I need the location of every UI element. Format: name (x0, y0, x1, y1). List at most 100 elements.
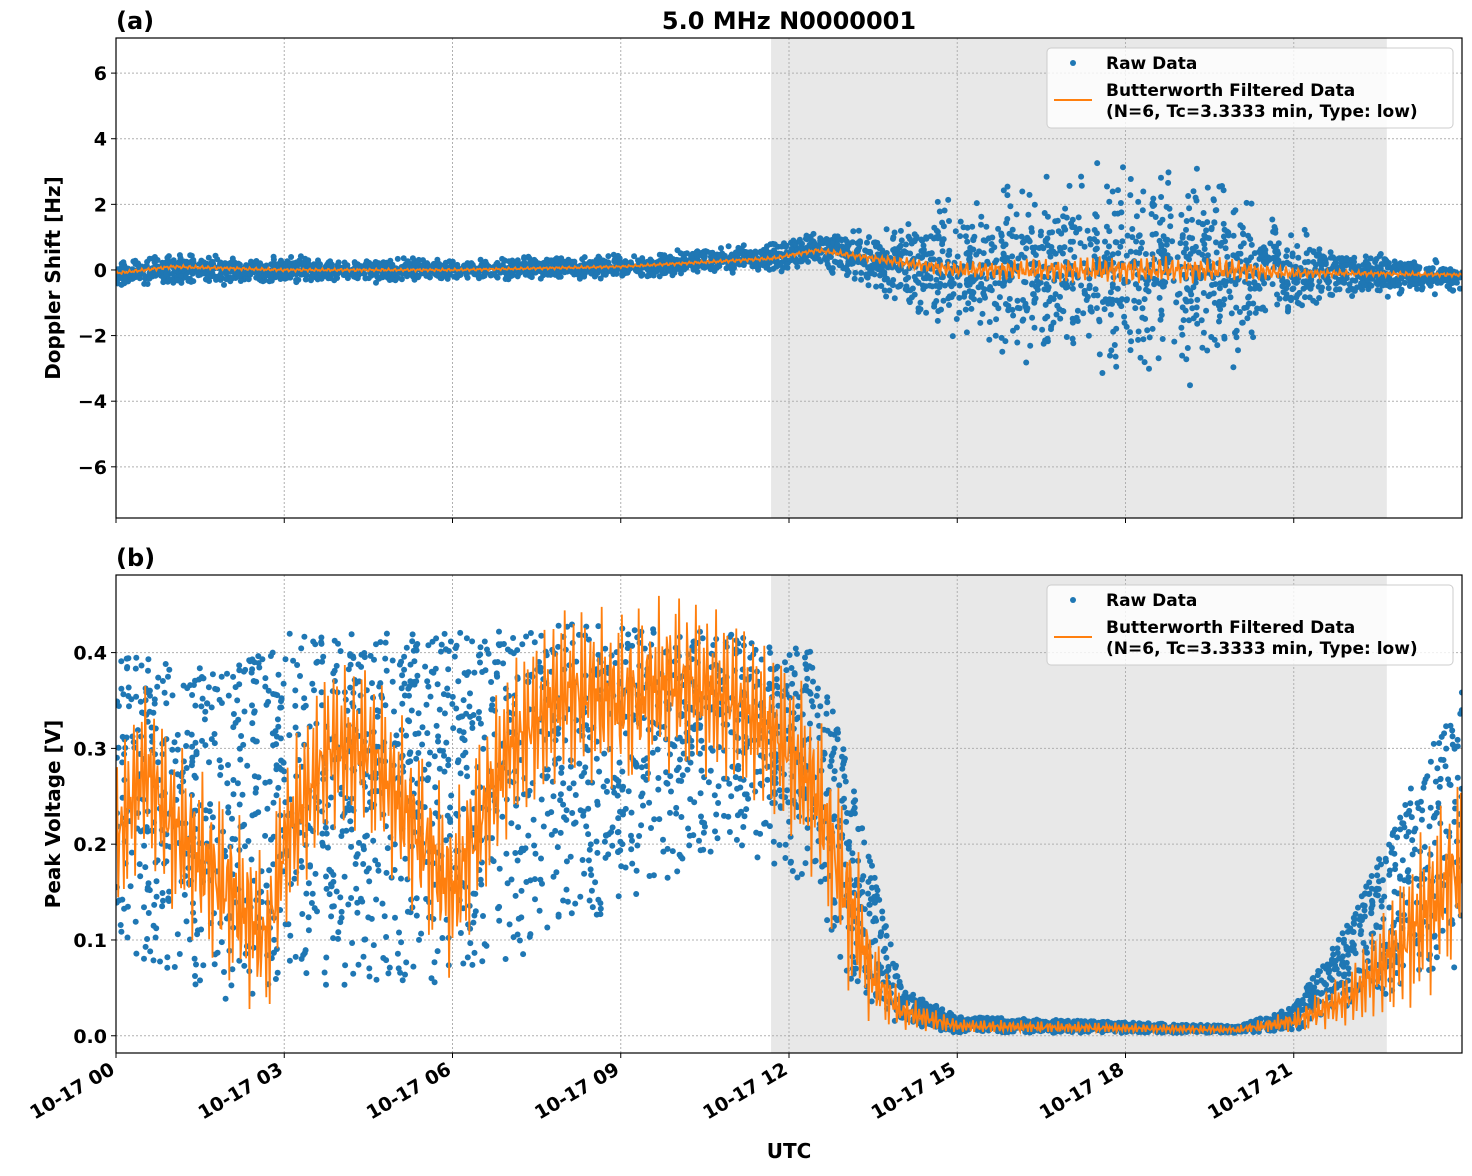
raw-data-point (327, 258, 333, 264)
raw-data-point (845, 244, 851, 250)
raw-data-point (1385, 294, 1391, 300)
raw-data-point (765, 686, 771, 692)
raw-data-point (1205, 185, 1211, 191)
raw-data-point (824, 258, 830, 264)
raw-data-point (193, 981, 199, 987)
raw-data-point (1093, 286, 1099, 292)
raw-data-point (1316, 246, 1322, 252)
raw-data-point (1226, 288, 1232, 294)
raw-data-point (1213, 207, 1219, 213)
raw-data-point (1115, 250, 1121, 256)
raw-data-point (1071, 254, 1077, 260)
raw-data-point (1125, 233, 1131, 239)
raw-data-point (1205, 252, 1211, 258)
raw-data-point (137, 275, 143, 281)
raw-data-point (692, 264, 698, 270)
raw-data-point (813, 858, 819, 864)
raw-data-point (964, 278, 970, 284)
raw-data-point (1113, 326, 1119, 332)
raw-data-point (519, 888, 525, 894)
raw-data-point (1120, 164, 1126, 170)
raw-data-point (1158, 308, 1164, 314)
raw-data-point (391, 709, 397, 715)
raw-data-point (1184, 218, 1190, 224)
raw-data-point (225, 762, 231, 768)
raw-data-point (253, 275, 259, 281)
raw-data-point (238, 733, 244, 739)
raw-data-point (989, 248, 995, 254)
raw-data-point (651, 271, 657, 277)
raw-data-point (165, 279, 171, 285)
raw-data-point (1001, 279, 1007, 285)
raw-data-point (118, 929, 124, 935)
raw-data-point (1340, 264, 1346, 270)
raw-data-point (1146, 366, 1152, 372)
raw-data-point (1143, 251, 1149, 257)
raw-data-point (1094, 305, 1100, 311)
raw-data-point (656, 816, 662, 822)
raw-data-point (873, 244, 879, 250)
raw-data-point (1113, 354, 1119, 360)
raw-data-point (879, 909, 885, 915)
raw-data-point (1078, 174, 1084, 180)
raw-data-point (219, 674, 225, 680)
raw-data-point (615, 815, 621, 821)
raw-data-point (427, 274, 433, 280)
raw-data-point (1057, 294, 1063, 300)
raw-data-point (1294, 292, 1300, 298)
raw-data-point (306, 927, 312, 933)
raw-data-point (384, 870, 390, 876)
raw-data-point (558, 255, 564, 261)
raw-data-point (503, 956, 509, 962)
raw-data-point (708, 849, 714, 855)
raw-data-point (728, 793, 734, 799)
raw-data-point (1209, 226, 1215, 232)
raw-data-point (495, 275, 501, 281)
raw-data-point (1001, 251, 1007, 257)
raw-data-point (1027, 192, 1033, 198)
raw-data-point (961, 224, 967, 230)
raw-data-point (881, 269, 887, 275)
raw-data-point (1191, 188, 1197, 194)
raw-data-point (855, 978, 861, 984)
raw-data-point (918, 300, 924, 306)
raw-data-point (811, 231, 817, 237)
raw-data-point (366, 878, 372, 884)
raw-data-point (1053, 251, 1059, 257)
raw-data-point (712, 268, 718, 274)
raw-data-point (866, 902, 872, 908)
raw-data-point (1368, 283, 1374, 289)
raw-data-point (981, 292, 987, 298)
raw-data-point (1015, 305, 1021, 311)
y-tick-label: 2 (94, 194, 107, 216)
raw-data-point (939, 274, 945, 280)
raw-data-point (444, 686, 450, 692)
raw-data-point (465, 275, 471, 281)
raw-data-point (588, 270, 594, 276)
legend-label-filtered: Butterworth Filtered Data (1106, 81, 1355, 101)
raw-data-point (210, 671, 216, 677)
raw-data-point (655, 787, 661, 793)
raw-data-point (201, 259, 207, 265)
raw-data-point (370, 838, 376, 844)
raw-data-point (1156, 355, 1162, 361)
raw-data-point (604, 789, 610, 795)
raw-data-point (1246, 294, 1252, 300)
raw-data-point (605, 253, 611, 259)
raw-data-point (1086, 333, 1092, 339)
raw-data-point (700, 251, 706, 257)
raw-data-point (920, 286, 926, 292)
raw-data-point (1046, 298, 1052, 304)
raw-data-point (1213, 239, 1219, 245)
raw-data-point (1140, 305, 1146, 311)
raw-data-point (861, 840, 867, 846)
raw-data-point (1140, 189, 1146, 195)
raw-data-point (398, 939, 404, 945)
raw-data-point (1044, 281, 1050, 287)
raw-data-point (209, 259, 215, 265)
raw-data-point (939, 220, 945, 226)
raw-data-point (763, 247, 769, 253)
panel-label: (a) (116, 7, 154, 35)
raw-data-point (603, 272, 609, 278)
raw-data-point (715, 800, 721, 806)
